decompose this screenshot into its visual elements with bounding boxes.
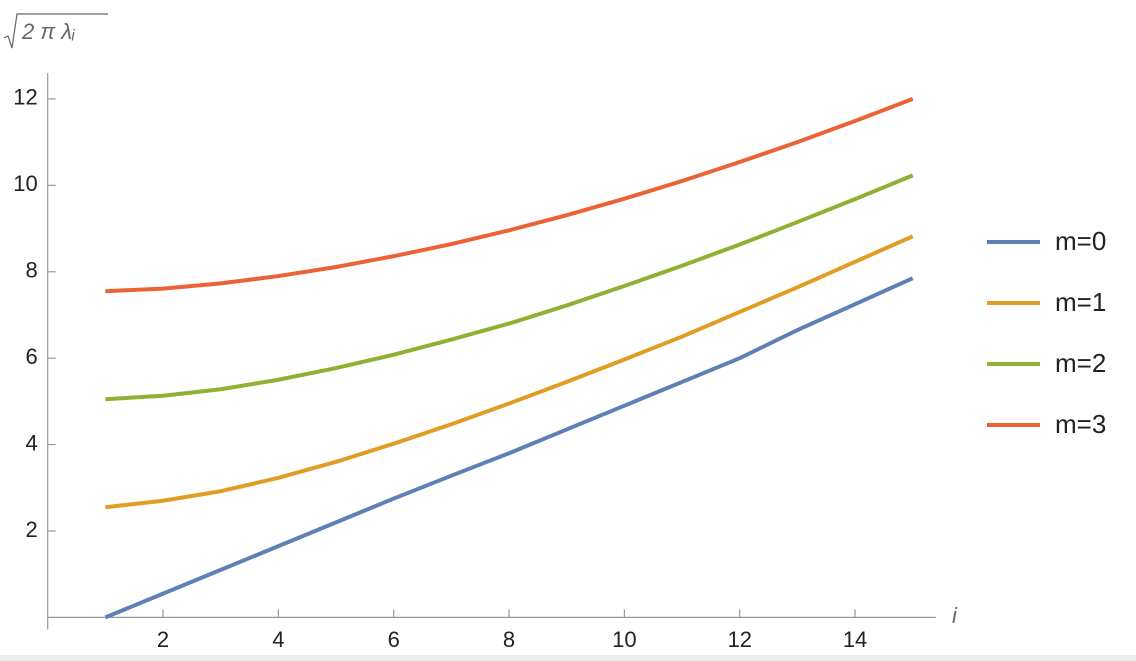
series-line (104, 276, 914, 620)
x-axis-label: i (952, 603, 958, 628)
x-tick-label: 14 (843, 627, 867, 652)
series-line (105, 173, 914, 402)
x-tick-label: 2 (157, 627, 169, 652)
legend-label: m=3 (1055, 409, 1106, 439)
legend-label: m=2 (1055, 348, 1106, 378)
legend-label: m=1 (1055, 287, 1106, 317)
y-tick-label: 6 (25, 344, 37, 369)
series-line (105, 234, 914, 510)
y-tick-label: 2 (25, 517, 37, 542)
bottom-strip (0, 655, 1136, 661)
y-tick-label: 12 (13, 85, 37, 110)
x-tick-label: 6 (388, 627, 400, 652)
x-tick-label: 8 (503, 627, 515, 652)
x-tick-label: 10 (612, 627, 636, 652)
x-tick-label: 4 (272, 627, 284, 652)
y-axis-label: 2 π λᵢ (21, 19, 75, 44)
series-line (105, 97, 914, 294)
y-tick-label: 10 (13, 171, 37, 196)
legend-label: m=0 (1055, 226, 1106, 256)
radical-sign (3, 13, 108, 49)
y-tick-label: 8 (25, 258, 37, 283)
y-tick-label: 4 (25, 430, 37, 455)
x-tick-label: 12 (727, 627, 751, 652)
